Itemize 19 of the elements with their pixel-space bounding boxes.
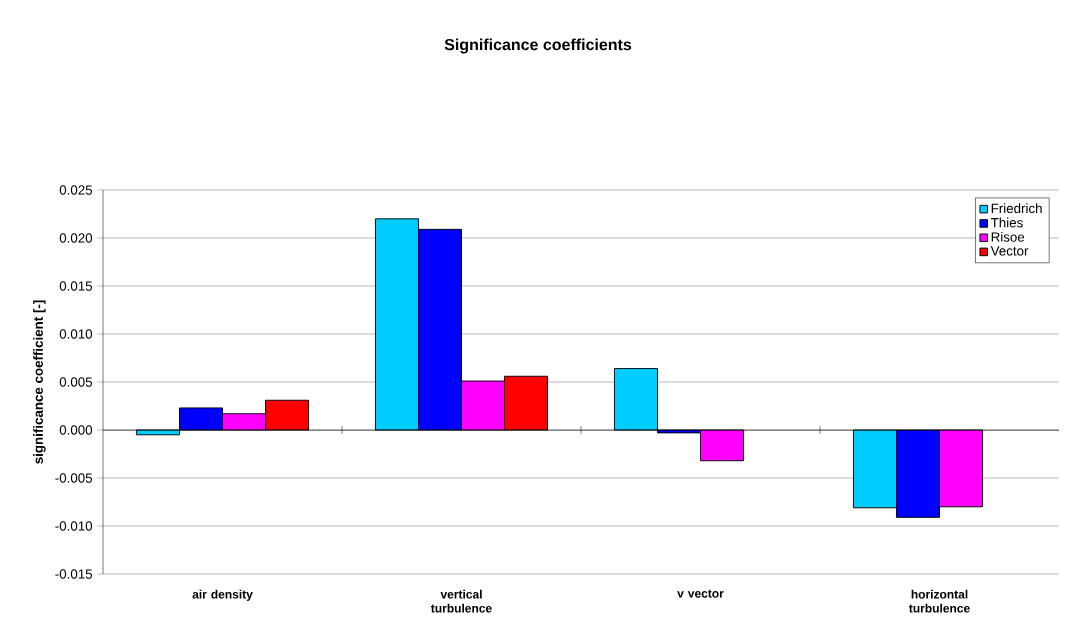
x-tick-label: air density: [192, 589, 253, 601]
y-tick-label: 0.025: [59, 185, 93, 195]
chart-title: Significance coefficients: [444, 38, 632, 54]
y-tick-label: 0.000: [59, 425, 93, 435]
y-tick-label: -0.010: [55, 521, 93, 531]
x-tick-label: v vector: [677, 589, 724, 598]
y-tick-label: 0.015: [59, 281, 93, 291]
legend-label: Friedrich: [991, 203, 1042, 214]
legend-label: Risoe: [991, 231, 1025, 242]
y-tick-label: -0.015: [55, 569, 93, 579]
y-tick-label: 0.020: [59, 233, 93, 243]
x-tick-label: vertical turbulence: [430, 589, 492, 613]
y-tick-label: 0.010: [59, 329, 93, 339]
legend-label: Vector: [990, 246, 1029, 256]
x-tick-label: horizontal turbulence: [908, 589, 970, 613]
legend-label: Thies: [990, 217, 1023, 228]
y-tick-label: 0.005: [59, 377, 93, 387]
y-tick-label: -0.005: [55, 473, 93, 483]
y-axis-title: significance coefficient [-]: [33, 300, 46, 464]
